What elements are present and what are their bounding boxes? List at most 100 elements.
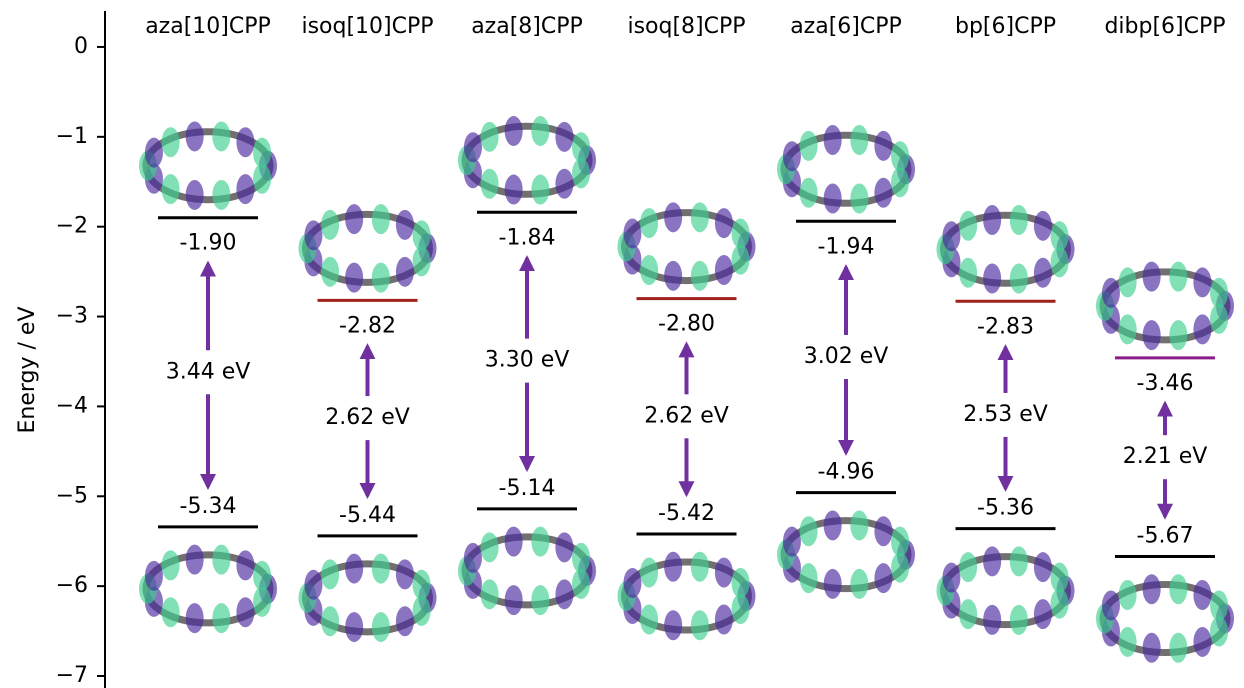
- lobe: [145, 138, 163, 168]
- lobe: [253, 587, 271, 617]
- category-label: aza[6]CPP: [790, 14, 902, 39]
- orbital-image: [299, 204, 437, 292]
- lobe: [396, 257, 414, 287]
- lobe: [959, 552, 977, 582]
- orbital-image: [1096, 262, 1234, 350]
- lobe: [691, 202, 709, 232]
- orbital-image: [458, 527, 596, 615]
- lobe: [1210, 304, 1228, 334]
- lobe: [1143, 262, 1161, 292]
- lobe: [162, 127, 180, 157]
- lobe: [162, 174, 180, 204]
- lobe: [1143, 320, 1161, 350]
- lobe: [1119, 314, 1137, 344]
- lobe: [186, 180, 204, 210]
- lobe: [321, 559, 339, 589]
- orbital-image: [139, 545, 277, 633]
- y-tick-label: −1: [56, 124, 88, 149]
- lobe: [800, 131, 818, 161]
- lobe: [1034, 211, 1052, 241]
- lobe: [555, 169, 573, 199]
- lobe: [212, 603, 230, 633]
- lobe: [505, 116, 523, 146]
- homo-label: -5.42: [658, 501, 715, 526]
- lobe: [732, 568, 750, 598]
- gap-label: 3.44 eV: [166, 359, 251, 384]
- lobe: [505, 175, 523, 205]
- lobe: [942, 221, 960, 251]
- lobe: [640, 604, 658, 634]
- lobe: [572, 543, 590, 573]
- lobe: [1210, 590, 1228, 620]
- lobe: [1119, 267, 1137, 297]
- lobe: [572, 132, 590, 162]
- homo-label: -4.96: [818, 460, 875, 485]
- lobe: [664, 261, 682, 291]
- lobe: [1169, 633, 1187, 663]
- lobe: [413, 220, 431, 250]
- orbital-image: [777, 125, 915, 213]
- lobe: [1010, 546, 1028, 576]
- lobe: [464, 132, 482, 162]
- lobe: [186, 121, 204, 151]
- lobe: [800, 516, 818, 546]
- lobe: [1143, 633, 1161, 663]
- lobe: [850, 510, 868, 540]
- lobe: [1034, 258, 1052, 288]
- lobe: [1193, 267, 1211, 297]
- lobe: [372, 612, 390, 642]
- lobe: [640, 208, 658, 238]
- lumo-label: -2.80: [658, 312, 715, 337]
- lobe: [1034, 599, 1052, 629]
- lobe: [321, 210, 339, 240]
- orbital-image: [458, 116, 596, 204]
- lobe: [236, 597, 254, 627]
- chart: Energy / eV 0−1−2−3−4−5−6−7aza[10]CPP-1.…: [0, 0, 1244, 688]
- lobe: [1193, 580, 1211, 610]
- lobe: [345, 554, 363, 584]
- lobe: [691, 610, 709, 640]
- lobe: [732, 594, 750, 624]
- lobe: [983, 205, 1001, 235]
- lobe: [212, 121, 230, 151]
- lobe: [1169, 320, 1187, 350]
- lobe: [162, 550, 180, 580]
- lobe: [505, 527, 523, 557]
- lobe: [236, 550, 254, 580]
- lobe: [555, 122, 573, 152]
- lobe: [1034, 552, 1052, 582]
- y-tick-label: −3: [56, 304, 88, 329]
- lobe: [236, 174, 254, 204]
- lobe: [236, 127, 254, 157]
- lobe: [623, 219, 641, 249]
- homo-label: -5.34: [180, 494, 237, 519]
- lobe: [505, 585, 523, 615]
- lumo-label: -1.84: [499, 225, 556, 250]
- lobe: [959, 258, 977, 288]
- lobe: [824, 125, 842, 155]
- lobe: [555, 579, 573, 609]
- gap-label: 2.62 eV: [644, 403, 729, 428]
- gap-label: 2.21 eV: [1123, 444, 1208, 469]
- lobe: [732, 245, 750, 275]
- lobe: [1169, 574, 1187, 604]
- lumo-label: -1.90: [180, 231, 237, 256]
- lobe: [691, 261, 709, 291]
- lobe: [1051, 589, 1069, 619]
- lobe: [145, 561, 163, 591]
- lobe: [321, 606, 339, 636]
- lobe: [959, 599, 977, 629]
- homo-label: -5.36: [977, 496, 1034, 521]
- orbital-image: [618, 202, 756, 290]
- lobe: [1010, 264, 1028, 294]
- lobe: [345, 204, 363, 234]
- lobe: [162, 597, 180, 627]
- lobe: [1102, 590, 1120, 620]
- category-label: isoq[8]CPP: [627, 14, 745, 39]
- lumo-label: -2.82: [339, 313, 396, 338]
- lobe: [253, 164, 271, 194]
- y-tick-label: −2: [56, 214, 88, 239]
- lobe: [531, 527, 549, 557]
- lobe: [715, 255, 733, 285]
- lobe: [891, 553, 909, 583]
